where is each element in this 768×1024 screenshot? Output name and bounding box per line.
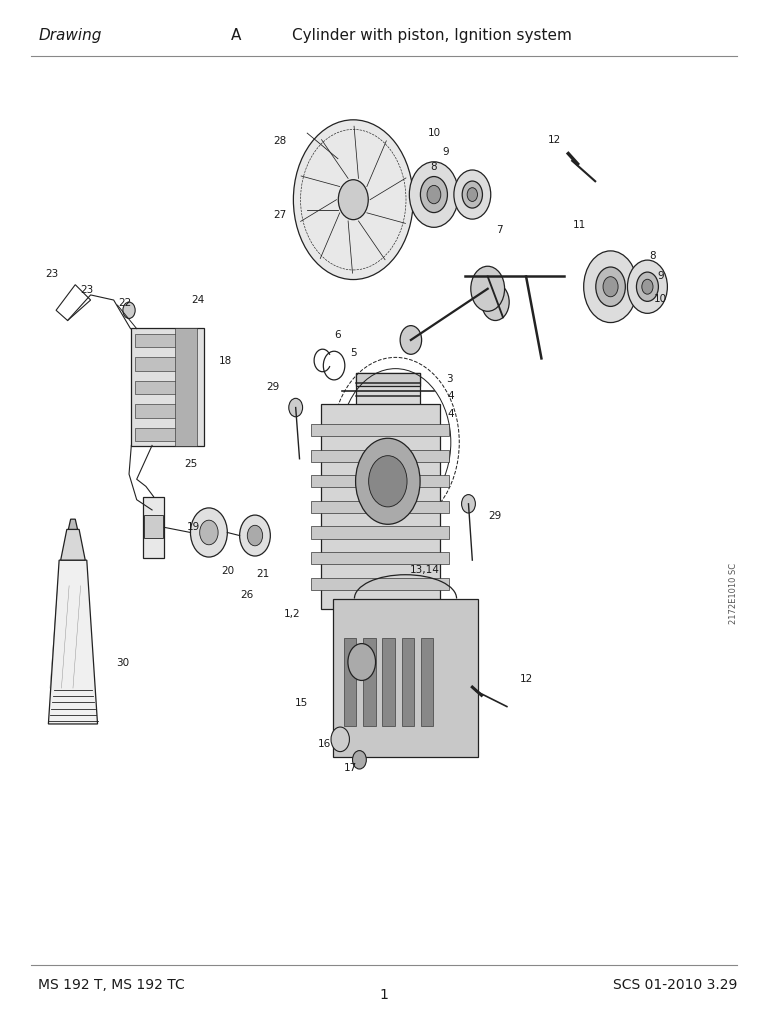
Circle shape xyxy=(331,727,349,752)
Text: 5: 5 xyxy=(350,348,356,358)
Bar xyxy=(344,638,356,725)
Text: 7: 7 xyxy=(496,225,502,236)
Text: 1,2: 1,2 xyxy=(283,609,300,620)
Circle shape xyxy=(427,185,441,204)
Circle shape xyxy=(454,170,491,219)
Circle shape xyxy=(462,495,475,513)
Circle shape xyxy=(637,272,658,301)
Bar xyxy=(143,497,164,558)
Circle shape xyxy=(289,398,303,417)
Circle shape xyxy=(348,643,376,680)
Text: 2172E1010 SC: 2172E1010 SC xyxy=(729,563,738,625)
Bar xyxy=(312,501,449,513)
Bar xyxy=(363,638,376,725)
Text: Cylinder with piston, Ignition system: Cylinder with piston, Ignition system xyxy=(292,29,571,43)
Bar xyxy=(135,428,178,441)
Bar xyxy=(421,638,433,725)
Text: 23: 23 xyxy=(45,269,59,280)
Circle shape xyxy=(369,456,407,507)
Text: 17: 17 xyxy=(343,763,357,773)
Bar xyxy=(312,450,449,462)
Text: 24: 24 xyxy=(191,295,205,305)
Bar xyxy=(144,515,163,538)
Text: 12: 12 xyxy=(519,674,533,684)
Circle shape xyxy=(603,276,618,297)
Text: 23: 23 xyxy=(80,285,94,295)
Polygon shape xyxy=(61,529,85,560)
Circle shape xyxy=(400,326,422,354)
Circle shape xyxy=(596,267,625,306)
Text: 29: 29 xyxy=(266,382,280,392)
Text: 26: 26 xyxy=(240,590,254,600)
Text: 30: 30 xyxy=(116,657,130,668)
Text: 8: 8 xyxy=(650,251,656,261)
Text: 4: 4 xyxy=(448,409,454,419)
Bar xyxy=(312,552,449,564)
Text: 10: 10 xyxy=(427,128,441,138)
Bar xyxy=(321,404,439,609)
Text: 28: 28 xyxy=(273,136,287,146)
Circle shape xyxy=(409,162,458,227)
Bar xyxy=(312,526,449,539)
Text: 8: 8 xyxy=(431,162,437,172)
Text: 10: 10 xyxy=(654,294,667,304)
Text: 3: 3 xyxy=(446,374,452,384)
Circle shape xyxy=(353,751,366,769)
Text: 6: 6 xyxy=(335,330,341,340)
Circle shape xyxy=(471,266,505,311)
Circle shape xyxy=(338,180,369,219)
Bar xyxy=(135,357,178,371)
Circle shape xyxy=(642,280,653,294)
Text: 11: 11 xyxy=(573,220,587,230)
Circle shape xyxy=(627,260,667,313)
Text: 4: 4 xyxy=(448,391,454,401)
Text: 9: 9 xyxy=(657,271,664,282)
Circle shape xyxy=(420,176,448,213)
Text: 15: 15 xyxy=(295,698,309,709)
Circle shape xyxy=(200,520,218,545)
Circle shape xyxy=(467,187,478,202)
Bar xyxy=(402,638,414,725)
Bar xyxy=(356,374,420,429)
Circle shape xyxy=(462,181,482,208)
Text: 27: 27 xyxy=(273,210,287,220)
Bar xyxy=(312,578,449,590)
Text: 25: 25 xyxy=(184,459,197,469)
Polygon shape xyxy=(68,519,78,529)
Bar xyxy=(131,328,204,446)
Text: 20: 20 xyxy=(221,566,235,577)
Text: 19: 19 xyxy=(187,522,200,532)
Text: 12: 12 xyxy=(548,135,561,145)
Text: 18: 18 xyxy=(218,356,232,367)
Text: 21: 21 xyxy=(256,569,270,580)
Bar xyxy=(174,328,197,446)
Polygon shape xyxy=(48,560,98,724)
Bar xyxy=(356,374,420,386)
Text: SCS 01-2010 3.29: SCS 01-2010 3.29 xyxy=(613,978,737,992)
Bar xyxy=(135,404,178,418)
Text: 9: 9 xyxy=(442,146,449,157)
Circle shape xyxy=(356,438,420,524)
Text: 22: 22 xyxy=(118,298,132,308)
Text: 16: 16 xyxy=(318,739,332,750)
Circle shape xyxy=(123,302,135,318)
Text: 29: 29 xyxy=(488,511,502,521)
Bar xyxy=(333,598,478,758)
Circle shape xyxy=(482,284,509,321)
Bar xyxy=(382,638,395,725)
Text: Drawing: Drawing xyxy=(38,29,102,43)
Bar xyxy=(312,475,449,487)
Circle shape xyxy=(247,525,263,546)
Circle shape xyxy=(584,251,637,323)
Text: MS 192 T, MS 192 TC: MS 192 T, MS 192 TC xyxy=(38,978,185,992)
Text: 13,14: 13,14 xyxy=(410,565,439,575)
Circle shape xyxy=(190,508,227,557)
Bar xyxy=(312,424,449,436)
Circle shape xyxy=(293,120,413,280)
Bar xyxy=(135,381,178,394)
Text: 1: 1 xyxy=(379,988,389,1002)
Circle shape xyxy=(240,515,270,556)
Text: A: A xyxy=(230,29,241,43)
Bar xyxy=(135,334,178,347)
